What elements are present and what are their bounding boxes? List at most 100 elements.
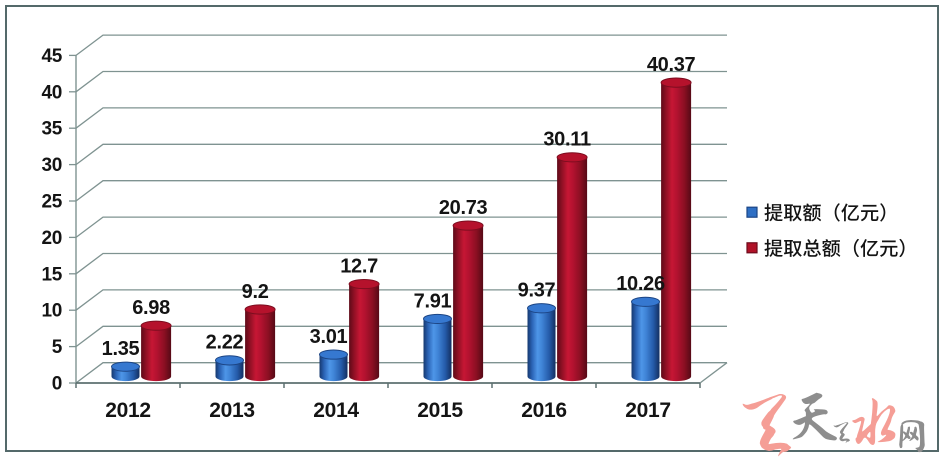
y-tick-label-45: 45 <box>41 46 62 67</box>
gridline-30 <box>75 143 727 166</box>
cylinder-red-2016 <box>556 152 588 382</box>
cjk-glyph-总 <box>803 239 821 257</box>
gridline-35 <box>75 107 727 129</box>
legend-swatch-0 <box>746 206 758 218</box>
cylinder-blue-2016-top <box>527 303 556 314</box>
cylinder-blue-2013 <box>215 355 244 382</box>
legend-item-0 <box>746 203 886 222</box>
legend-label-1 <box>764 238 905 258</box>
cjk-glyph-亿 <box>860 239 879 257</box>
cjk-glyph-） <box>880 203 886 222</box>
x-category-label-2017: 2017 <box>625 399 671 422</box>
watermark-shui <box>852 398 896 445</box>
gridline-10 <box>75 289 727 311</box>
gridlines <box>69 34 727 384</box>
cylinder-red-2016-body <box>557 157 588 382</box>
gridline-20 <box>75 216 727 238</box>
cylinder-red-2016-top <box>556 152 588 163</box>
value-label-blue-2017: 10.26 <box>616 273 665 295</box>
value-label-red-2012: 6.98 <box>132 297 170 319</box>
x-ticks <box>75 383 701 388</box>
cylinder-red-2015-top <box>452 220 484 231</box>
cjk-glyph-（ <box>853 238 860 258</box>
y-tick-label-10: 10 <box>41 301 62 322</box>
cjk-glyph-） <box>899 238 905 258</box>
value-label-red-2016: 30.11 <box>543 129 591 151</box>
value-label-blue-2014: 3.01 <box>310 326 348 348</box>
x-category-label-2015: 2015 <box>417 399 463 422</box>
gridline-45 <box>75 34 727 56</box>
x-category-label-2016: 2016 <box>521 399 567 422</box>
cylinder-red-2012 <box>140 320 172 382</box>
watermark-wang <box>899 419 925 453</box>
cylinder-blue-2014-body <box>319 354 348 382</box>
cylinder-blue-2017-top <box>631 296 660 307</box>
value-label-red-2013: 9.2 <box>242 281 269 303</box>
cjk-glyph-额 <box>822 239 841 258</box>
cylinder-blue-2017 <box>631 296 660 382</box>
y-tick-label-0: 0 <box>52 374 62 395</box>
cylinder-red-2013-top <box>244 304 276 315</box>
cylinder-blue-2014 <box>319 349 348 382</box>
cylinder-blue-2014-top <box>319 349 348 360</box>
value-label-blue-2016: 9.37 <box>518 280 556 302</box>
x-category-label-2013: 2013 <box>209 399 255 422</box>
cylinder-red-2013-body <box>245 309 276 382</box>
cylinder-blue-2016-body <box>527 308 556 382</box>
cjk-glyph-额 <box>802 203 822 222</box>
cylinder-red-2017-top <box>660 77 692 88</box>
cylinder-blue-2013-body <box>215 360 244 382</box>
cylinder-blue-2013-top <box>215 355 244 366</box>
cjk-glyph-元 <box>860 204 879 222</box>
cylinder-red-2012-top <box>140 320 172 331</box>
legend-item-1 <box>746 238 905 258</box>
cylinder-blue-2017-body <box>631 301 660 382</box>
cylinder-red-2015 <box>452 220 484 382</box>
value-label-red-2015: 20.73 <box>439 197 488 219</box>
cylinder-red-2014 <box>348 278 380 382</box>
x-category-label-2012: 2012 <box>105 399 151 422</box>
watermark-tian-2 <box>792 392 837 441</box>
cylinder-red-2014-body <box>349 284 380 382</box>
y-tick-label-35: 35 <box>41 119 62 140</box>
cjk-glyph-（ <box>834 203 840 222</box>
y-tick-label-30: 30 <box>41 155 62 176</box>
value-label-red-2017: 40.37 <box>647 54 696 76</box>
cylinder-red-2017 <box>660 77 692 382</box>
cylinder-red-2017-body <box>661 82 692 382</box>
cylinder-blue-2015-body <box>423 318 452 382</box>
gridline-0 <box>75 362 727 384</box>
value-label-red-2014: 12.7 <box>340 255 378 277</box>
x-category-label-2014: 2014 <box>313 399 359 422</box>
legend-label-0 <box>764 203 886 222</box>
watermark-tian-1 <box>742 393 792 457</box>
cylinder-red-2015-body <box>453 225 484 382</box>
y-tick-label-15: 15 <box>41 264 62 285</box>
cjk-glyph-提 <box>764 239 783 257</box>
cjk-glyph-提 <box>764 203 783 222</box>
cylinder-blue-2016 <box>527 303 556 382</box>
gridline-40 <box>75 70 727 93</box>
value-label-blue-2012: 1.35 <box>102 338 140 360</box>
cylinder-red-2014-top <box>348 278 380 290</box>
cjk-glyph-亿 <box>841 203 859 222</box>
cylinder-blue-2012-top <box>111 361 140 372</box>
floor-right-edge <box>699 362 728 384</box>
cjk-glyph-取 <box>783 239 802 257</box>
cylinder-red-2012-body <box>141 325 172 382</box>
y-tick-label-40: 40 <box>41 82 62 103</box>
y-tick-label-25: 25 <box>41 192 62 213</box>
gridline-5 <box>75 325 727 348</box>
gridline-15 <box>75 252 727 275</box>
cjk-glyph-取 <box>783 204 802 222</box>
legend <box>746 203 905 258</box>
value-label-blue-2013: 2.22 <box>206 332 244 354</box>
cylinder-red-2013 <box>244 304 276 382</box>
gridline-25 <box>75 180 727 202</box>
value-label-blue-2015: 7.91 <box>414 290 452 312</box>
cylinder-blue-2015 <box>423 313 452 382</box>
cylinder-blue-2012 <box>111 361 140 382</box>
y-tick-label-5: 5 <box>52 337 63 358</box>
